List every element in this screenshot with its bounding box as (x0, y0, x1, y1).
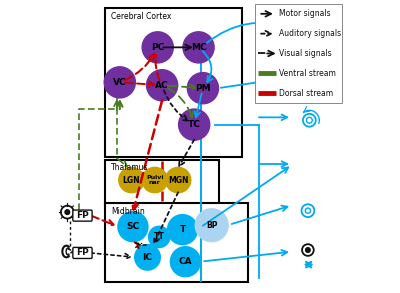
FancyBboxPatch shape (305, 33, 308, 42)
FancyBboxPatch shape (105, 160, 219, 206)
Text: IC: IC (142, 253, 152, 262)
Circle shape (142, 32, 173, 62)
FancyBboxPatch shape (311, 35, 314, 42)
Circle shape (147, 70, 177, 100)
Text: Midbrain: Midbrain (111, 207, 145, 216)
Text: Cerebral Cortex: Cerebral Cortex (111, 12, 172, 21)
FancyBboxPatch shape (73, 247, 92, 258)
Text: T: T (179, 225, 186, 234)
FancyBboxPatch shape (308, 34, 311, 42)
Text: PM: PM (195, 84, 211, 93)
Circle shape (119, 168, 144, 192)
Text: Visual signals: Visual signals (279, 49, 332, 58)
Circle shape (149, 227, 169, 247)
FancyBboxPatch shape (73, 210, 92, 221)
Text: SC: SC (126, 222, 140, 231)
Circle shape (168, 215, 197, 244)
Text: TC: TC (188, 120, 201, 129)
Text: CA: CA (179, 257, 192, 266)
Circle shape (196, 209, 228, 241)
Circle shape (65, 210, 70, 214)
Text: Dorsal stream: Dorsal stream (279, 89, 334, 98)
Text: TT: TT (154, 232, 165, 241)
Circle shape (179, 110, 209, 140)
Text: Thalamus: Thalamus (111, 163, 148, 172)
Text: FP: FP (76, 248, 89, 258)
Circle shape (171, 247, 200, 276)
FancyBboxPatch shape (105, 203, 248, 282)
FancyBboxPatch shape (314, 35, 317, 42)
Circle shape (118, 212, 148, 241)
Text: Auditory signals: Auditory signals (279, 29, 342, 38)
Text: Pulvi
nar: Pulvi nar (146, 175, 164, 185)
FancyBboxPatch shape (254, 4, 342, 103)
FancyBboxPatch shape (316, 36, 319, 42)
Circle shape (306, 248, 310, 252)
Circle shape (166, 168, 190, 192)
Circle shape (135, 245, 160, 270)
FancyBboxPatch shape (304, 42, 318, 49)
Text: LGN: LGN (123, 176, 140, 185)
Text: MGN: MGN (168, 176, 188, 185)
Text: MC: MC (191, 43, 206, 52)
Text: FP: FP (76, 211, 89, 220)
Circle shape (183, 32, 214, 62)
Text: Ventral stream: Ventral stream (279, 69, 336, 78)
Text: AC: AC (155, 81, 169, 90)
Text: VC: VC (113, 78, 127, 87)
FancyBboxPatch shape (105, 8, 242, 157)
Text: Motor signals: Motor signals (279, 9, 331, 18)
Circle shape (188, 73, 218, 103)
Text: BP: BP (206, 221, 218, 230)
Circle shape (142, 168, 167, 192)
Circle shape (105, 67, 135, 98)
Text: PC: PC (151, 43, 164, 52)
